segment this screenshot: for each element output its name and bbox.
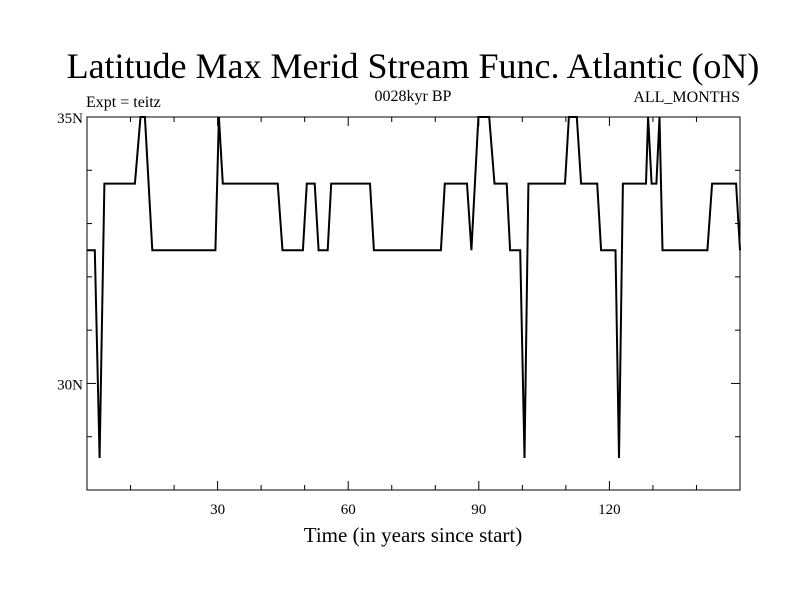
x-tick-label: 60 <box>341 502 356 518</box>
experiment-label: Expt = teitz <box>86 94 161 111</box>
series-line <box>87 116 741 459</box>
y-tick-label: 35N <box>57 111 83 127</box>
period-label: 0028kyr BP <box>375 88 452 105</box>
y-tick-label: 30N <box>57 377 83 393</box>
x-axis-ticks: 30 60 90 120 <box>130 117 697 518</box>
x-tick-label: 90 <box>471 502 486 518</box>
x-tick-label: 120 <box>598 502 621 518</box>
months-label: ALL_MONTHS <box>633 89 740 106</box>
x-tick-label: 30 <box>210 502 225 518</box>
x-axis-label: Time (in years since start) <box>304 523 523 547</box>
chart-title: Latitude Max Merid Stream Func. Atlantic… <box>67 46 760 86</box>
series-layer <box>87 116 741 459</box>
y-axis-ticks: 30N 35N <box>57 111 740 438</box>
plot-frame <box>86 116 741 491</box>
